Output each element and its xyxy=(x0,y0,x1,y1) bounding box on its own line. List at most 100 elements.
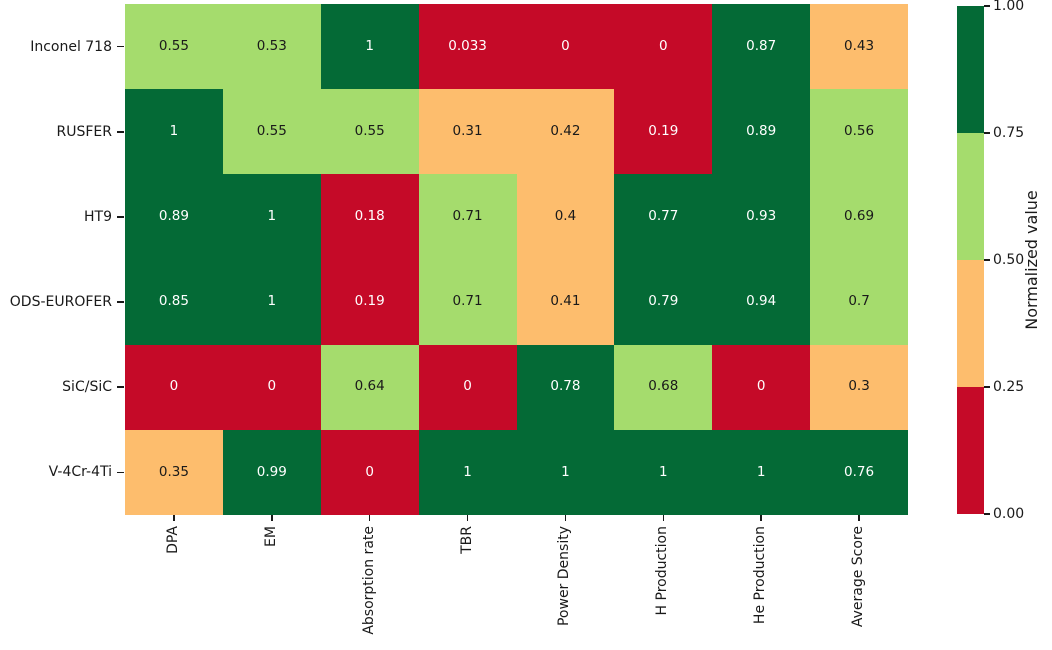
colorbar-segment xyxy=(957,6,984,133)
heatmap-cell: 0.89 xyxy=(712,89,811,175)
heatmap-cell: 0.19 xyxy=(614,89,713,175)
cell-value: 0.55 xyxy=(158,37,189,54)
cell-value: 0.87 xyxy=(746,37,777,54)
heatmap-cell: 0.31 xyxy=(418,89,517,175)
cell-value: 0.3 xyxy=(848,378,870,395)
colorbar-tick-label: 0.25 xyxy=(993,379,1025,395)
cell-value: 0 xyxy=(561,37,570,54)
x-tick-mark xyxy=(173,515,175,521)
heatmap-cell: 0.43 xyxy=(810,4,908,90)
column-label: H Production xyxy=(654,526,671,616)
cell-value: 0.64 xyxy=(354,378,385,395)
cell-value: 0.89 xyxy=(746,122,777,139)
cell-value: 1 xyxy=(267,293,277,310)
cell-value: 0.93 xyxy=(746,208,777,225)
colorbar-tick-label: 0.00 xyxy=(993,506,1025,522)
column-label: Average Score xyxy=(850,526,867,628)
colorbar-tick-label: 0.75 xyxy=(993,125,1025,141)
heatmap-cell: 0.99 xyxy=(222,429,321,515)
column-label: EM xyxy=(262,526,279,547)
x-tick-mark xyxy=(564,515,567,521)
heatmap-cell: 0.55 xyxy=(320,89,419,175)
x-tick-mark xyxy=(760,515,762,521)
cell-value: 0.78 xyxy=(550,378,581,395)
cell-value: 0.79 xyxy=(648,293,679,310)
heatmap-cell: 1 xyxy=(712,429,811,515)
colorbar-axis-label: Normalized value xyxy=(1022,190,1041,330)
x-tick-mark xyxy=(271,515,273,521)
cell-value: 0.53 xyxy=(256,37,287,54)
heatmap-cell: 0.85 xyxy=(125,259,223,345)
cell-value: 0.19 xyxy=(354,293,385,310)
heatmap-cell: 0.033 xyxy=(418,4,517,90)
cell-value: 1 xyxy=(365,37,374,54)
colorbar-segment xyxy=(957,133,984,260)
cell-value: 0 xyxy=(756,378,766,395)
heatmap-cell: 0.89 xyxy=(125,174,223,260)
colorbar-tick-mark xyxy=(984,386,990,388)
cell-value: 0.71 xyxy=(452,208,483,225)
x-tick-mark xyxy=(662,515,665,521)
cell-value: 0.56 xyxy=(844,122,875,139)
cell-value: 0.68 xyxy=(648,378,679,395)
heatmap-cell: 0.19 xyxy=(320,259,419,345)
heatmap-cell: 0.56 xyxy=(810,89,908,175)
column-label: TBR xyxy=(458,526,475,554)
x-tick-mark xyxy=(466,515,469,521)
cell-value: 0 xyxy=(169,378,179,395)
cell-value: 0.35 xyxy=(158,463,189,480)
heatmap-cell: 0.64 xyxy=(320,344,419,430)
heatmap-cell: 0.77 xyxy=(614,174,713,260)
cell-value: 0.76 xyxy=(844,463,875,480)
colorbar-tick-label: 1.00 xyxy=(993,0,1025,14)
row-label: V-4Cr-4Ti xyxy=(48,464,112,481)
cell-value: 0 xyxy=(659,37,668,54)
cell-value: 0.99 xyxy=(256,463,287,480)
y-tick-mark xyxy=(117,45,124,48)
row-label: RUSFER xyxy=(56,123,113,140)
heatmap-cell: 0 xyxy=(516,4,615,90)
heatmap-cell: 0.41 xyxy=(516,259,615,345)
cell-value: 1 xyxy=(267,208,277,225)
heatmap-cell: 0 xyxy=(222,344,321,430)
row-label: ODS-EUROFER xyxy=(9,294,112,311)
heatmap-cell: 0.78 xyxy=(516,344,615,430)
cell-value: 0 xyxy=(463,378,472,395)
heatmap-cell: 1 xyxy=(222,259,321,345)
heatmap-cell: 1 xyxy=(418,429,517,515)
heatmap-cell: 0.68 xyxy=(614,344,713,430)
column-label: DPA xyxy=(164,526,181,554)
y-tick-mark xyxy=(117,301,124,303)
cell-value: 0.31 xyxy=(452,122,483,139)
cell-value: 0.7 xyxy=(848,293,870,310)
y-tick-mark xyxy=(117,386,124,389)
heatmap-cell: 0.42 xyxy=(516,89,615,175)
heatmap-cell: 0.76 xyxy=(810,429,908,515)
heatmap-cell: 0.79 xyxy=(614,259,713,345)
cell-value: 1 xyxy=(659,463,668,480)
heatmap-cell: 0 xyxy=(712,344,811,430)
column-label: Absorption rate xyxy=(360,526,377,635)
colorbar-tick-mark xyxy=(984,132,990,134)
heatmap-cell: 0.4 xyxy=(516,174,615,260)
cell-value: 0.55 xyxy=(256,122,287,139)
cell-value: 0.033 xyxy=(448,37,487,54)
y-tick-mark xyxy=(117,471,124,474)
cell-value: 0.19 xyxy=(648,122,679,139)
cell-value: 0.43 xyxy=(844,37,875,54)
heatmap-cell: 0 xyxy=(614,4,713,90)
heatmap-cell: 0.93 xyxy=(712,174,811,260)
colorbar-segment xyxy=(957,260,984,387)
heatmap-cell: 0 xyxy=(418,344,517,430)
heatmap-cell: 0.71 xyxy=(418,174,517,260)
cell-value: 0 xyxy=(365,463,374,480)
heatmap-cell: 0.3 xyxy=(810,344,908,430)
cell-value: 1 xyxy=(169,122,179,139)
cell-value: 0.18 xyxy=(354,208,385,225)
cell-value: 0.55 xyxy=(354,122,385,139)
heatmap: 0.55 0.53 1 0.033 0 0 0.87 0.43 1 0.55 0.55 0.31 0.4… xyxy=(125,4,908,515)
cell-value: 0.89 xyxy=(158,208,189,225)
cell-value: 0.85 xyxy=(158,293,189,310)
column-label: He Production xyxy=(752,526,769,625)
heatmap-cell: 0.55 xyxy=(222,89,321,175)
